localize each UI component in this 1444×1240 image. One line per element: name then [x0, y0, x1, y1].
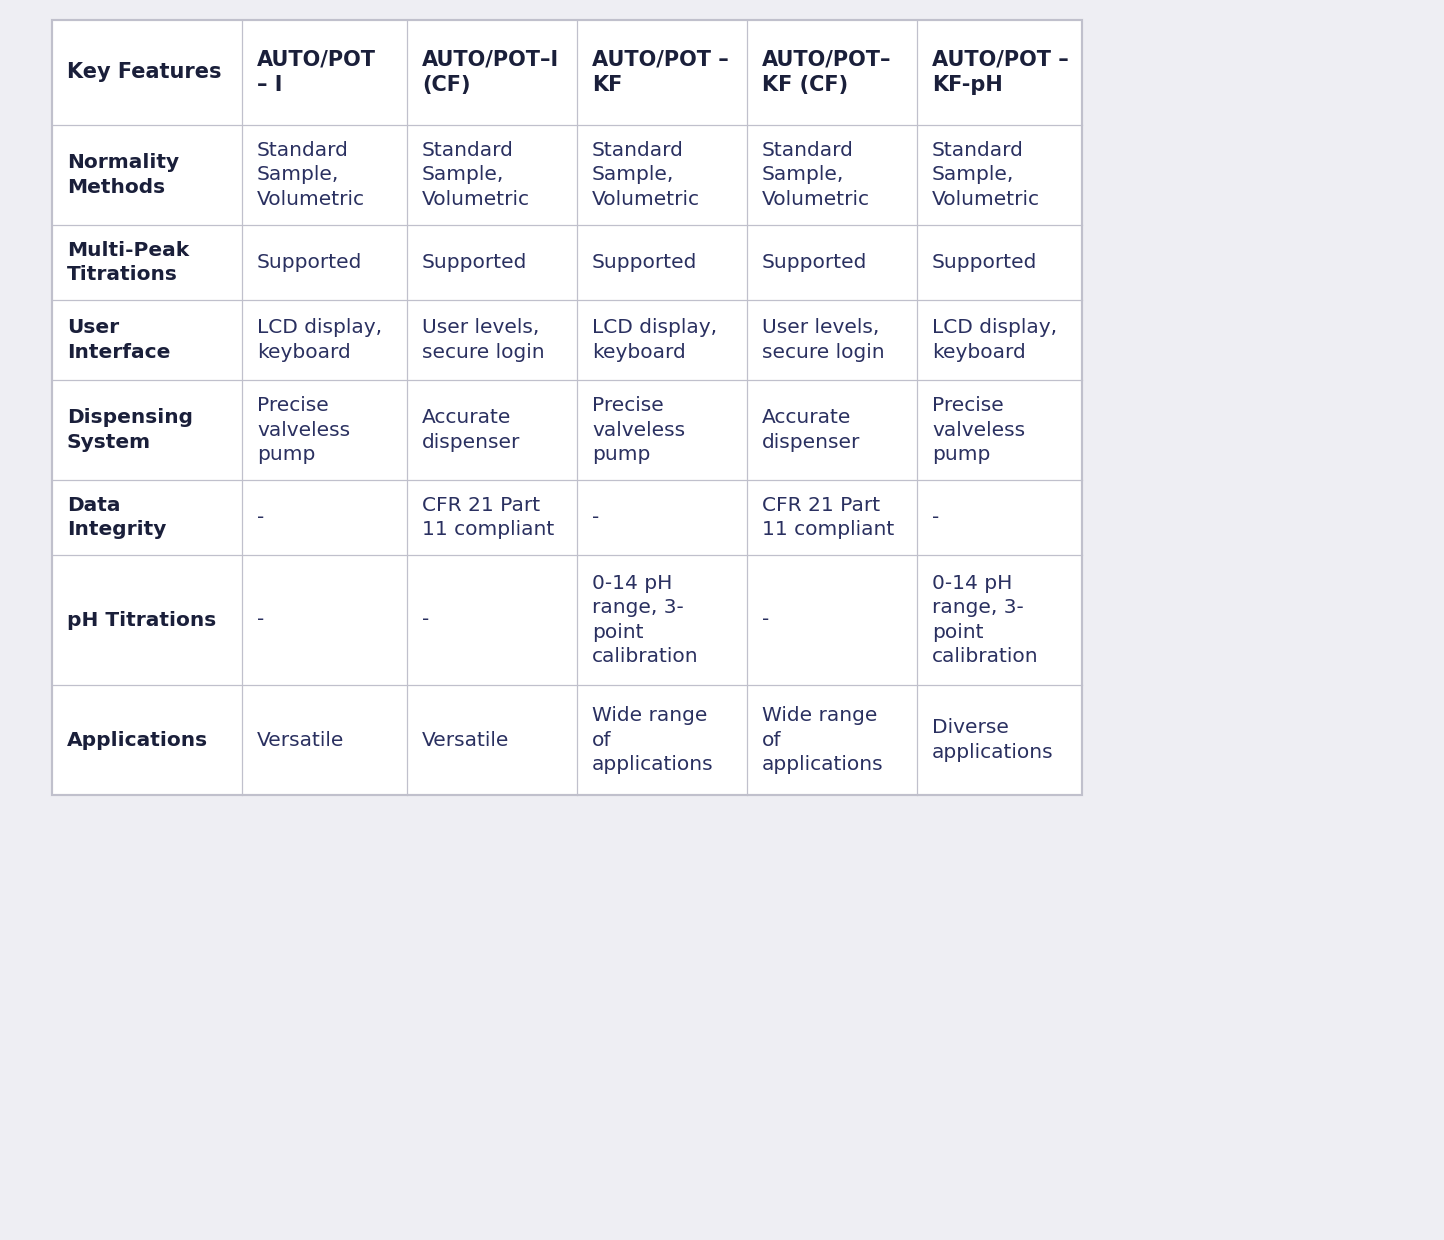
- Text: -: -: [422, 610, 429, 630]
- Text: AUTO/POT –
KF: AUTO/POT – KF: [592, 50, 729, 95]
- Text: pH Titrations: pH Titrations: [66, 610, 217, 630]
- Text: Precise
valveless
pump: Precise valveless pump: [257, 397, 349, 464]
- Bar: [52, 20, 1082, 795]
- Text: 0-14 pH
range, 3-
point
calibration: 0-14 pH range, 3- point calibration: [931, 574, 1038, 666]
- Text: Wide range
of
applications: Wide range of applications: [762, 707, 884, 774]
- Text: Dispensing
System: Dispensing System: [66, 408, 193, 451]
- Text: -: -: [592, 508, 599, 527]
- Text: CFR 21 Part
11 compliant: CFR 21 Part 11 compliant: [762, 496, 894, 539]
- Text: -: -: [257, 610, 264, 630]
- Text: Accurate
dispenser: Accurate dispenser: [422, 408, 520, 451]
- Text: AUTO/POT–
KF (CF): AUTO/POT– KF (CF): [762, 50, 891, 95]
- Text: User levels,
secure login: User levels, secure login: [422, 319, 544, 362]
- Text: Supported: Supported: [931, 253, 1037, 272]
- Text: Supported: Supported: [592, 253, 697, 272]
- Text: Supported: Supported: [762, 253, 868, 272]
- Text: Precise
valveless
pump: Precise valveless pump: [931, 397, 1025, 464]
- Bar: [52, 20, 1082, 795]
- Text: Diverse
applications: Diverse applications: [931, 718, 1054, 761]
- Text: -: -: [931, 508, 939, 527]
- Text: -: -: [257, 508, 264, 527]
- Text: LCD display,
keyboard: LCD display, keyboard: [931, 319, 1057, 362]
- Text: Normality
Methods: Normality Methods: [66, 154, 179, 197]
- Text: 0-14 pH
range, 3-
point
calibration: 0-14 pH range, 3- point calibration: [592, 574, 699, 666]
- Text: Standard
Sample,
Volumetric: Standard Sample, Volumetric: [257, 141, 365, 208]
- Text: Multi-Peak
Titrations: Multi-Peak Titrations: [66, 241, 189, 284]
- Text: Standard
Sample,
Volumetric: Standard Sample, Volumetric: [762, 141, 869, 208]
- Text: Versatile: Versatile: [422, 730, 510, 749]
- Text: LCD display,
keyboard: LCD display, keyboard: [257, 319, 383, 362]
- Text: Accurate
dispenser: Accurate dispenser: [762, 408, 861, 451]
- Text: Standard
Sample,
Volumetric: Standard Sample, Volumetric: [931, 141, 1040, 208]
- Text: AUTO/POT –
KF-pH: AUTO/POT – KF-pH: [931, 50, 1069, 95]
- Text: Applications: Applications: [66, 730, 208, 749]
- Text: AUTO/POT
– I: AUTO/POT – I: [257, 50, 375, 95]
- Text: Versatile: Versatile: [257, 730, 344, 749]
- Text: User levels,
secure login: User levels, secure login: [762, 319, 885, 362]
- Text: Wide range
of
applications: Wide range of applications: [592, 707, 713, 774]
- Text: CFR 21 Part
11 compliant: CFR 21 Part 11 compliant: [422, 496, 554, 539]
- Text: Standard
Sample,
Volumetric: Standard Sample, Volumetric: [592, 141, 700, 208]
- Text: User
Interface: User Interface: [66, 319, 170, 362]
- Text: Key Features: Key Features: [66, 62, 221, 83]
- Text: Data
Integrity: Data Integrity: [66, 496, 166, 539]
- Text: Supported: Supported: [422, 253, 527, 272]
- Text: Standard
Sample,
Volumetric: Standard Sample, Volumetric: [422, 141, 530, 208]
- Text: -: -: [762, 610, 770, 630]
- Text: LCD display,
keyboard: LCD display, keyboard: [592, 319, 718, 362]
- Text: AUTO/POT–I
(CF): AUTO/POT–I (CF): [422, 50, 559, 95]
- Text: Precise
valveless
pump: Precise valveless pump: [592, 397, 684, 464]
- Text: Supported: Supported: [257, 253, 362, 272]
